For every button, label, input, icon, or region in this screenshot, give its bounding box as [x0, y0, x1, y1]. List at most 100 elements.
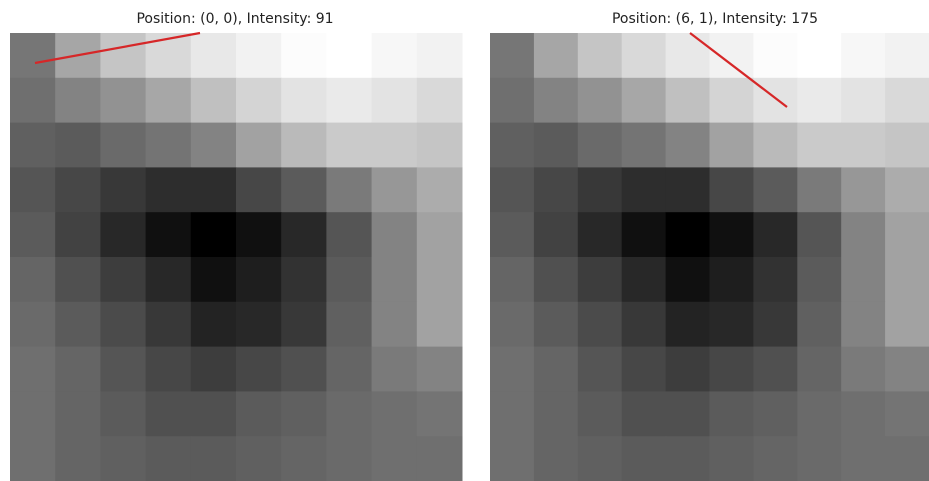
heatmap-cell [622, 347, 666, 392]
heatmap-cell [191, 436, 237, 481]
heatmap-cell [55, 347, 101, 392]
heatmap-cell [753, 347, 797, 392]
heatmap-cell [797, 167, 841, 212]
heatmap-cell [55, 123, 101, 168]
heatmap-cell [841, 391, 885, 436]
heatmap-cell [534, 257, 578, 302]
heatmap-cell [146, 302, 192, 347]
heatmap-cell [885, 257, 929, 302]
heatmap-cell [797, 391, 841, 436]
heatmap-cell [10, 33, 56, 78]
heatmap-cell [372, 347, 418, 392]
heatmap-cell [55, 78, 101, 123]
heatmap-cell [236, 302, 282, 347]
heatmap-cell [578, 302, 622, 347]
heatmap-cell [100, 33, 146, 78]
heatmap-cell [146, 212, 192, 257]
heatmap-cell [55, 391, 101, 436]
heatmap-cell [710, 212, 754, 257]
heatmap-cell [281, 302, 327, 347]
heatmap-cell [490, 78, 534, 123]
heatmap-cell [100, 257, 146, 302]
heatmap-cell [578, 123, 622, 168]
heatmap-cell [191, 302, 237, 347]
heatmap-cell [534, 347, 578, 392]
heatmap-cell [841, 257, 885, 302]
heatmap-cell [191, 257, 237, 302]
heatmap-cell [100, 123, 146, 168]
heatmap-cell [885, 302, 929, 347]
heatmap-cell [797, 212, 841, 257]
heatmap-cell [281, 212, 327, 257]
heatmap-cell [753, 257, 797, 302]
heatmap-cell [100, 78, 146, 123]
heatmap-cell [885, 212, 929, 257]
heatmap-cell [191, 212, 237, 257]
heatmap-cell [417, 302, 463, 347]
heatmap-cell [236, 391, 282, 436]
heatmap-cell [372, 436, 418, 481]
heatmap-cell [622, 167, 666, 212]
heatmap-cell [534, 123, 578, 168]
heatmap-cell [797, 347, 841, 392]
heatmap-cell [710, 123, 754, 168]
heatmap-cell [841, 33, 885, 78]
heatmap-cell [622, 78, 666, 123]
heatmap-cell [753, 302, 797, 347]
heatmap-cell [578, 391, 622, 436]
heatmap-cell [534, 391, 578, 436]
heatmap-cell [236, 33, 282, 78]
heatmap-cell [281, 347, 327, 392]
heatmap-cell [100, 212, 146, 257]
heatmap-cell [236, 123, 282, 168]
heatmap-cell [281, 123, 327, 168]
heatmap-cell [100, 347, 146, 392]
heatmap-cell [841, 167, 885, 212]
heatmap-cell [885, 347, 929, 392]
heatmap-cell [753, 167, 797, 212]
heatmap-cell [490, 391, 534, 436]
heatmap-cell [100, 302, 146, 347]
heatmap-cell [666, 33, 710, 78]
heatmap-cell [236, 257, 282, 302]
heatmap-cell [372, 33, 418, 78]
heatmap-cell [281, 391, 327, 436]
heatmap-cell [236, 212, 282, 257]
heatmap-cell [753, 123, 797, 168]
heatmap-cell [490, 302, 534, 347]
heatmap-cell [236, 347, 282, 392]
heatmap-cell [326, 347, 372, 392]
heatmap-cell [622, 436, 666, 481]
heatmap-cell [326, 436, 372, 481]
heatmap-cell [666, 167, 710, 212]
heatmap-cell [578, 167, 622, 212]
heatmap-cell [666, 302, 710, 347]
heatmap-cell [753, 391, 797, 436]
heatmap-cell [578, 33, 622, 78]
heatmap-cell [753, 33, 797, 78]
heatmap-cell [534, 78, 578, 123]
heatmap-cell [797, 123, 841, 168]
heatmap-cell [10, 167, 56, 212]
heatmap-cell [326, 257, 372, 302]
heatmap-cell [146, 436, 192, 481]
heatmap-cell [146, 347, 192, 392]
heatmap-cell [236, 167, 282, 212]
heatmap-cell [236, 78, 282, 123]
heatmap-cell [534, 167, 578, 212]
heatmap-cell [326, 33, 372, 78]
heatmap-cell [417, 347, 463, 392]
heatmap-cell [578, 347, 622, 392]
heatmap-cell [885, 78, 929, 123]
heatmap-cell [326, 391, 372, 436]
heatmap-cell [666, 391, 710, 436]
heatmap-cell [10, 123, 56, 168]
heatmap-cell [372, 212, 418, 257]
page: Position: (0, 0), Intensity: 91Position:… [0, 0, 929, 481]
heatmap-cell [578, 257, 622, 302]
chart-title: Position: (0, 0), Intensity: 91 [136, 11, 333, 27]
heatmap-cell [10, 347, 56, 392]
heatmap-cell [10, 212, 56, 257]
heatmap-cell [55, 436, 101, 481]
heatmap-cell [710, 391, 754, 436]
